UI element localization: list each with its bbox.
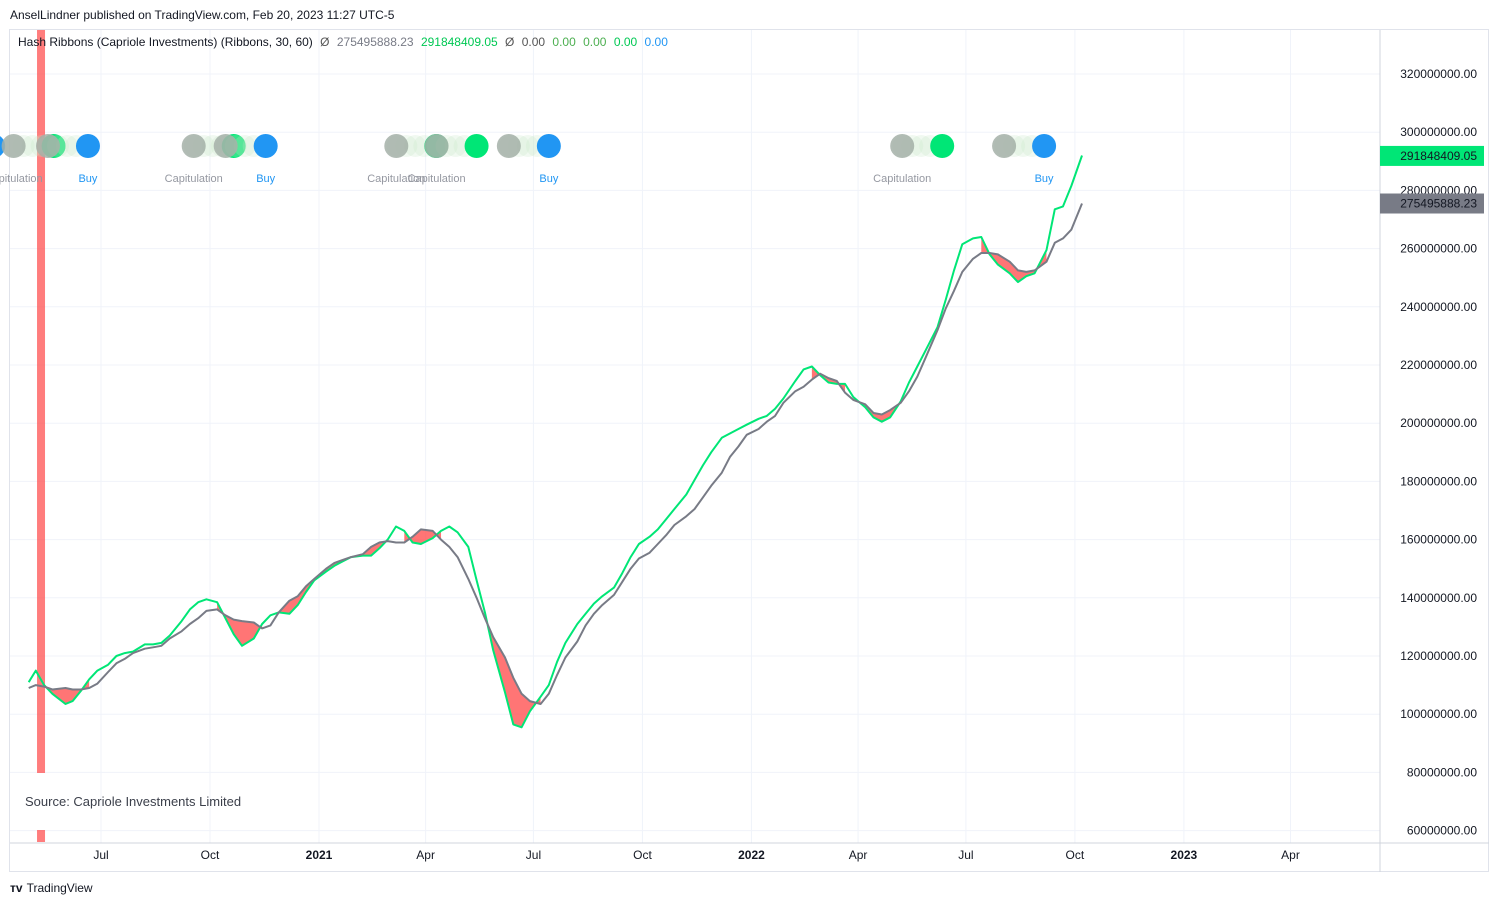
signal-dot-gray (1, 134, 26, 158)
signal-dot-gray (213, 134, 238, 158)
x-tick-label: Apr (849, 848, 868, 862)
signal-dot-gray (35, 134, 60, 158)
signal-label-buy: Buy (1035, 173, 1054, 185)
signal-dot-green (464, 134, 489, 158)
series-line-sma30 (27, 155, 1083, 729)
x-tick-label: Apr (416, 848, 435, 862)
y-tick-label: 100000000.00 (1400, 707, 1477, 721)
ribbon-fill (278, 557, 351, 614)
x-tick-label: Jul (526, 848, 541, 862)
signal-trail-dot (233, 135, 256, 157)
ribbon-fill (853, 397, 901, 422)
signal-trail-dot (404, 135, 427, 157)
legend-value-3: 0.00 (521, 35, 546, 49)
y-tick-label: 200000000.00 (1400, 416, 1477, 430)
y-tick-label: 80000000.00 (1407, 765, 1477, 779)
y-tick-label: 120000000.00 (1400, 649, 1477, 663)
indicator-title[interactable]: Hash Ribbons (Capriole Investments) (Rib… (18, 35, 313, 49)
ribbon-fill (981, 236, 1047, 283)
x-tick-label: 2022 (738, 848, 765, 862)
legend-value-7: 0.00 (644, 35, 668, 49)
legend-symbol-2: Ø (505, 35, 515, 49)
series-line-sma60 (28, 203, 1083, 705)
legend-value-sma60: 275495888.23 (336, 35, 414, 49)
indicator-legend[interactable]: Hash Ribbons (Capriole Investments) (Rib… (18, 35, 672, 49)
publisher-text: AnselLindner published on TradingView.co… (10, 8, 395, 22)
signal-dot-blue (1032, 134, 1057, 158)
capitulation-band-bottom (37, 830, 46, 842)
ribbon-fill (484, 612, 541, 728)
signal-label-buy: Buy (539, 173, 558, 185)
capitulation-band (37, 30, 46, 773)
x-tick-label: Oct (633, 848, 652, 862)
footer[interactable]: ᴛᴠ TradingView (10, 881, 93, 895)
chart-frame (9, 29, 1489, 872)
x-tick-label: Jul (93, 848, 108, 862)
signal-trail-dot (444, 135, 467, 157)
y-tick-label: 180000000.00 (1400, 474, 1477, 488)
last-value-label: 291848409.05 (1400, 149, 1477, 163)
signal-dot-gray (496, 134, 521, 158)
y-tick-label: 140000000.00 (1400, 591, 1477, 605)
y-tick-label: 60000000.00 (1407, 824, 1477, 838)
signal-label-buy: Buy (78, 173, 97, 185)
y-tick-label: 220000000.00 (1400, 358, 1477, 372)
ribbon-fill (404, 529, 442, 544)
last-value-badge (1380, 145, 1484, 166)
x-tick-label: Oct (1066, 848, 1085, 862)
signal-dot-blue (536, 134, 561, 158)
source-note: Source: Capriole Investments Limited (25, 794, 242, 809)
signal-trail-dot (1012, 135, 1035, 157)
x-tick-label: Oct (201, 848, 220, 862)
signal-trail-dot (910, 135, 933, 157)
signal-label-capitulation: Capitulation (165, 173, 223, 185)
y-tick-label: 260000000.00 (1400, 242, 1477, 256)
signal-dot-gray (992, 134, 1017, 158)
last-value-label: 275495888.23 (1400, 197, 1477, 211)
signal-dot-gray (181, 134, 206, 158)
publisher-header: AnselLindner published on TradingView.co… (10, 8, 394, 22)
signal-trail-dot (516, 135, 539, 157)
signal-dot-gray (384, 134, 409, 158)
signal-label-capitulation: Capitulation (408, 173, 466, 185)
signal-label-capitulation: Capitulation (873, 173, 931, 185)
tradingview-logo-icon: ᴛᴠ (10, 881, 23, 895)
y-tick-label: 240000000.00 (1400, 300, 1477, 314)
ribbon-fill (217, 602, 263, 646)
ribbon-fill (811, 366, 846, 393)
signal-label-capitulation: Capitulation (0, 173, 43, 185)
signal-dot-blue (253, 134, 278, 158)
x-tick-label: Jul (958, 848, 973, 862)
signal-dot-gray (890, 134, 915, 158)
y-tick-label: 300000000.00 (1400, 125, 1477, 139)
signal-dot-green (930, 134, 955, 158)
signal-label-buy: Buy (256, 173, 275, 185)
y-tick-label: 160000000.00 (1400, 533, 1477, 547)
legend-value-6: 0.00 (613, 35, 638, 49)
signal-trail-dot (55, 135, 78, 157)
signal-dot-gray (424, 134, 449, 158)
legend-value-5: 0.00 (583, 35, 607, 49)
x-tick-label: 2021 (306, 848, 333, 862)
signal-dot-blue (75, 134, 100, 158)
legend-symbol: Ø (320, 35, 330, 49)
last-value-badge (1380, 193, 1484, 214)
x-tick-label: 2023 (1171, 848, 1198, 862)
legend-value-4: 0.00 (552, 35, 576, 49)
footer-brand[interactable]: TradingView (26, 881, 93, 895)
y-tick-label: 320000000.00 (1400, 67, 1477, 81)
legend-value-sma30: 291848409.05 (420, 35, 498, 49)
x-tick-label: Apr (1281, 848, 1300, 862)
signal-label-capitulation: Capitulation (367, 173, 425, 185)
ribbon-fill (44, 679, 90, 705)
